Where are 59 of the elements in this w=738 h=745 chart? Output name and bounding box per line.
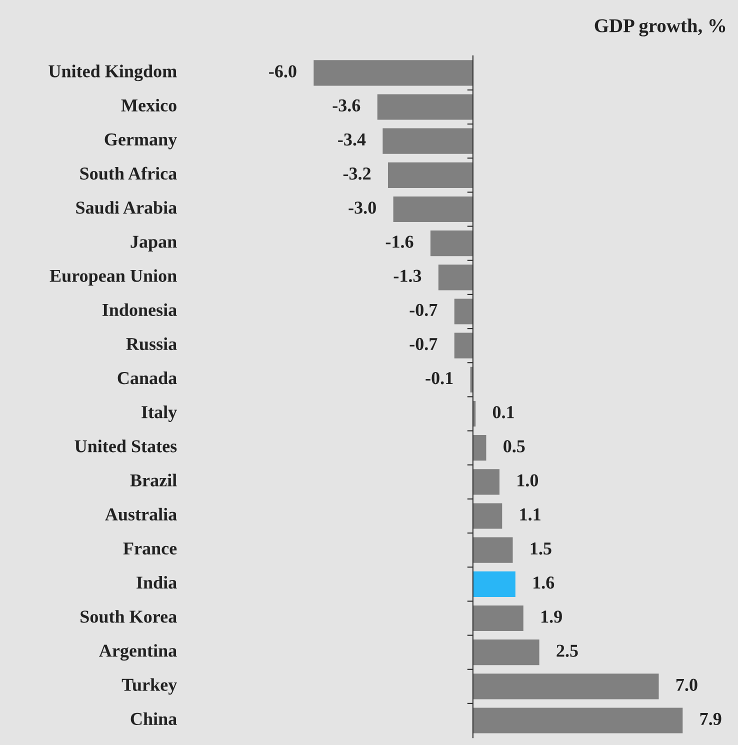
bar <box>472 640 540 666</box>
data-label: 1.5 <box>530 542 552 555</box>
bar <box>382 128 473 154</box>
y-tick-label: Argentina <box>99 644 177 661</box>
y-tick-label: Russia <box>126 337 177 350</box>
bar <box>472 537 513 563</box>
y-tick-label: China <box>130 712 177 726</box>
y-tick-label: Turkey <box>122 678 177 695</box>
data-label: -1.6 <box>386 236 414 248</box>
y-tick-label: South Korea <box>80 610 177 623</box>
bar <box>472 435 486 461</box>
bar <box>454 332 473 358</box>
bar <box>472 708 683 734</box>
data-label: 7.9 <box>700 712 722 726</box>
y-tick-label: Australia <box>105 508 177 521</box>
bar <box>388 162 473 188</box>
y-tick-label: Italy <box>142 406 177 422</box>
data-label: -6.0 <box>269 65 296 78</box>
bar <box>472 674 659 700</box>
y-tick-label: European Union <box>50 269 177 286</box>
data-label: -1.3 <box>394 270 422 282</box>
data-label: -3.0 <box>348 202 376 214</box>
chart-title: GDP growth, % <box>594 18 726 36</box>
data-label: -3.2 <box>343 168 371 180</box>
y-tick-label: United Kingdom <box>48 64 177 82</box>
data-label: -3.4 <box>338 133 366 146</box>
data-label: 0.5 <box>504 440 525 452</box>
y-tick-label: Germany <box>104 133 177 150</box>
y-tick-label: France <box>123 542 177 555</box>
bar <box>438 264 473 290</box>
bar <box>314 60 473 86</box>
data-label: -0.7 <box>410 304 438 316</box>
bar <box>472 503 502 529</box>
data-label: 2.5 <box>556 644 578 657</box>
y-tick-label: Japan <box>130 236 177 252</box>
bar <box>393 196 473 222</box>
data-label: -0.7 <box>410 338 438 350</box>
data-label: 1.6 <box>534 576 554 589</box>
y-tick-label: Mexico <box>121 98 176 112</box>
y-tick-label: Saudi Arabia <box>76 201 177 214</box>
data-label: -0.1 <box>426 372 453 384</box>
y-tick-label: United States <box>74 440 177 452</box>
y-tick-label: India <box>136 576 177 589</box>
data-label: 1.0 <box>518 474 538 487</box>
data-label: 1.9 <box>541 610 562 623</box>
bar <box>472 605 524 632</box>
y-tick-label: Indonesia <box>102 303 177 316</box>
data-label: 7.0 <box>676 678 698 692</box>
data-label: 1.1 <box>520 508 540 521</box>
y-tick-label: South Africa <box>80 166 177 180</box>
bar <box>377 94 473 120</box>
data-label: 0.1 <box>492 406 514 418</box>
y-tick-label: Brazil <box>130 474 177 486</box>
bar <box>430 230 473 256</box>
bar <box>472 571 516 597</box>
y-tick-label: Canada <box>118 371 177 384</box>
bar <box>472 469 500 495</box>
data-label: -3.6 <box>332 99 360 112</box>
bar <box>454 298 473 324</box>
